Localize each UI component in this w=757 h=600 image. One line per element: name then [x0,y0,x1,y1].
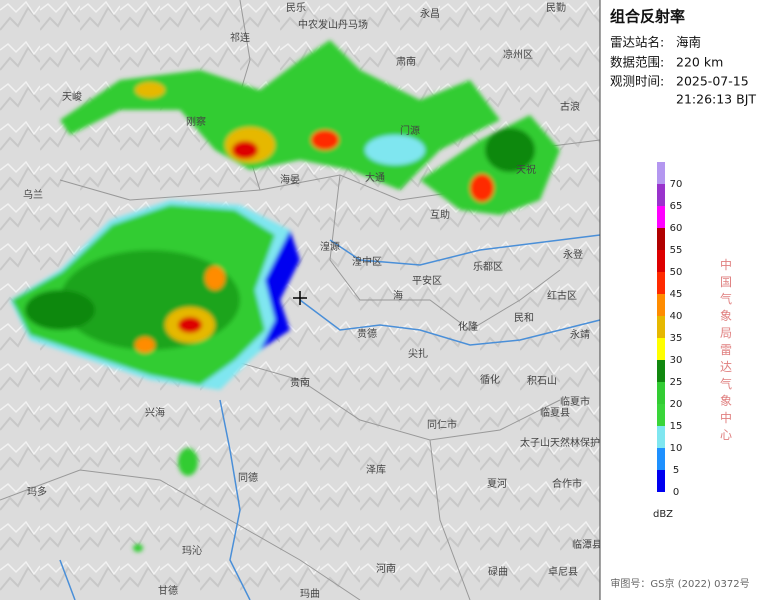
title: 组合反射率 [610,8,685,26]
info-panel [600,0,757,600]
legend-swatch [657,448,665,470]
place-label: 太子山天然林保护区 [520,436,610,449]
place-label: 凉州区 [503,48,533,61]
place-label: 肃南 [396,55,416,68]
place-label: 化隆 [458,320,478,333]
rivers [59,234,601,600]
place-label: 贵德 [357,327,377,340]
info-value: 2025-07-15 [676,74,749,89]
legend-tick-label: 10 [670,443,683,454]
place-label: 大通 [365,171,385,184]
info-value: 21:26:13 BJT [676,92,756,107]
legend-swatch [657,316,665,338]
place-label: 永靖 [570,328,590,341]
legend-tick-label: 60 [670,223,683,234]
legend-swatch [657,382,665,404]
legend-tick-label: 0 [673,487,679,498]
place-label: 祁连 [230,31,250,44]
place-label: 临夏市 [560,395,590,408]
legend-swatch [657,426,665,448]
legend: 0 5 10 15 20 25 30 35 40 45 50 55 60 65 70 [657,162,682,498]
place-label: 红古区 [547,289,577,302]
place-label: 玛多 [27,485,47,498]
place-label: 互助 [430,208,450,221]
place-label: 玛曲 [300,588,320,600]
legend-tick-label: 65 [670,201,683,212]
info-label: 雷达站名: [610,35,664,50]
place-label: 海晏 [280,173,300,186]
legend-swatch [657,470,665,492]
legend-tick-label: 20 [670,399,683,410]
place-label: 卓尼县 [548,566,578,578]
place-label: 积石山 [527,375,557,387]
footer: 审图号：GS京 (2022) 0372号 [610,577,749,590]
place-label: 河南 [376,562,396,575]
place-label: 临夏县 [540,406,570,419]
place-label: 永昌 [420,7,440,20]
place-label: 合作市 [552,477,582,490]
legend-swatch [657,272,665,294]
echoes [10,40,560,552]
legend-tick-label: 35 [670,333,683,344]
legend-swatch [657,162,665,184]
place-label: 平安区 [412,274,442,287]
legend-swatch [657,360,665,382]
place-label: 甘德 [158,584,178,597]
radar-site [293,291,307,305]
place-label: 永登 [563,248,583,261]
place-label: 乐都区 [473,261,503,273]
legend-tick-label: 5 [673,465,679,476]
place-label: 天峻 [62,90,82,103]
place-label: 泽库 [366,463,386,476]
info-label: 数据范围: [610,55,664,70]
place-label: 刚察 [186,115,206,128]
info-label: 观测时间: [610,74,664,89]
place-label: 尖扎 [408,347,428,360]
legend-swatch [657,338,665,360]
place-label: 海 [393,289,403,302]
legend-swatch [657,294,665,316]
legend-tick-label: 40 [670,311,683,322]
place-label: 乌兰 [23,188,43,201]
place-label: 贵南 [290,376,310,389]
legend-tick-label: 55 [670,245,683,256]
place-label: 循化 [480,373,500,386]
place-label: 同仁市 [427,418,457,431]
credit: 中国气象局雷达气象中心 [720,257,732,442]
place-label: 同德 [238,471,258,484]
legend-unit: dBZ [653,509,673,520]
place-label: 玛沁 [182,545,202,557]
legend-swatch [657,184,665,206]
place-label: 古浪 [560,100,580,113]
legend-tick-label: 70 [670,179,683,190]
place-label: 门源 [400,124,420,137]
legend-swatch [657,228,665,250]
legend-tick-label: 25 [670,377,683,388]
place-label: 天祝 [516,163,536,176]
place-label: 夏河 [487,478,507,490]
place-label: 民和 [514,312,534,324]
legend-tick-label: 15 [670,421,683,432]
place-label: 兴海 [145,406,165,419]
legend-tick-label: 30 [670,355,683,366]
legend-swatch [657,250,665,272]
place-label: 民乐 [286,2,306,14]
place-label: 中农发山丹马场 [298,18,368,31]
place-label: 民勤 [546,1,566,14]
place-label: 临潭县 [572,538,602,551]
legend-swatch [657,404,665,426]
info-value: 220 km [676,55,723,70]
legend-swatch [657,206,665,228]
legend-tick-label: 50 [670,267,683,278]
legend-tick-label: 45 [670,289,683,300]
place-label: 湟源 [320,240,340,253]
place-label: 碌曲 [488,566,508,578]
place-label: 湟中区 [352,255,382,268]
info-value: 海南 [676,35,701,50]
